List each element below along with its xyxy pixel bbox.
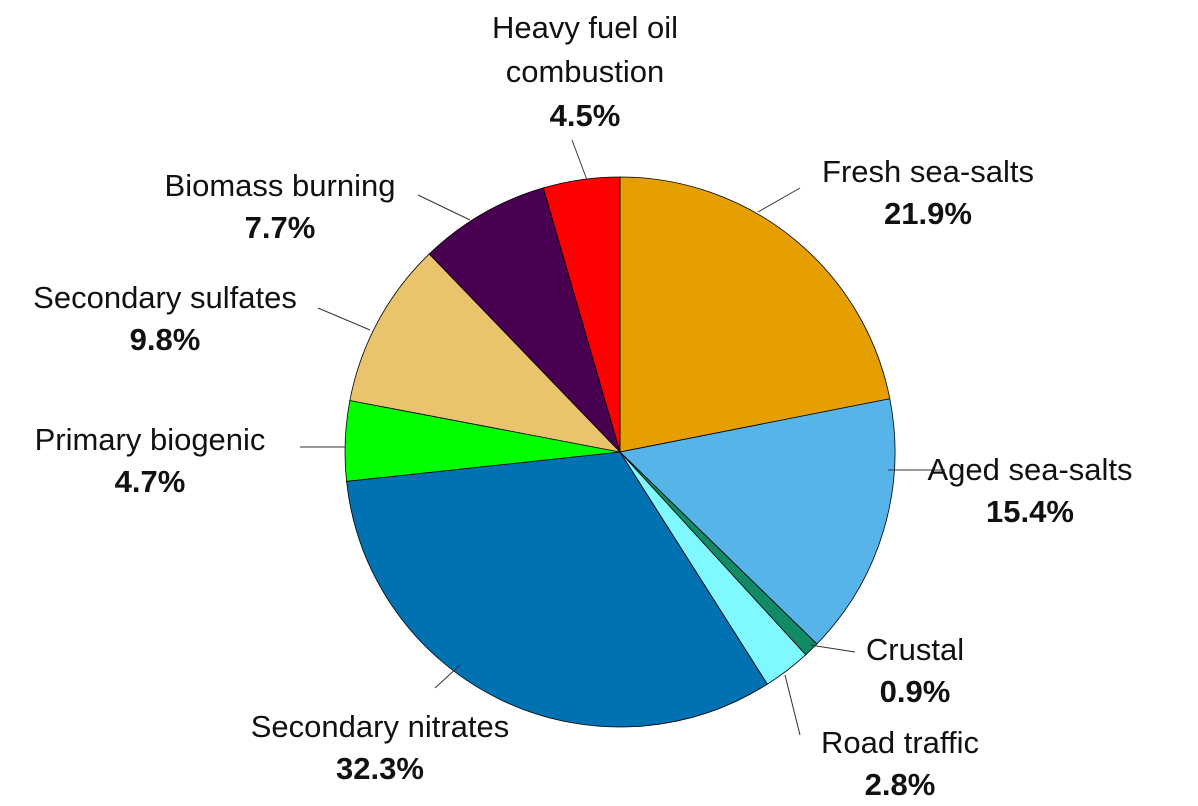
leader-line [809,644,856,653]
value-label: 21.9% [884,196,972,231]
value-label: 4.5% [549,98,621,133]
category-label: Crustal [865,632,965,667]
slice-label: Aged sea-salts 15.4% [927,449,1132,533]
leader-line [434,664,461,689]
slice-label: Biomass burning 7.7% [165,165,396,249]
value-label: 4.7% [114,464,186,499]
category-label: Biomass burning [164,168,396,203]
leader-line [417,194,471,221]
value-label: 0.9% [879,674,951,709]
slice-label: Fresh sea-salts 21.9% [822,151,1034,235]
pie-slice [542,176,621,453]
pie-slice [349,253,622,453]
slice-label: Primary biogenic 4.7% [35,419,266,503]
slice-label: Heavy fuel oil combustion 4.5% [465,6,705,138]
leader-line [757,187,801,213]
category-label: Secondary sulfates [33,280,297,315]
value-label: 15.4% [986,494,1074,529]
pie-slice [619,176,891,453]
category-label: Heavy fuel oil combustion [491,10,679,89]
category-label: Fresh sea-salts [822,154,1034,189]
category-label: Secondary nitrates [250,709,510,744]
value-label: 2.8% [864,767,936,802]
value-label: 9.8% [129,322,201,357]
slice-label: Secondary sulfates 9.8% [33,277,297,361]
category-label: Road traffic [821,725,979,760]
leader-line [571,139,588,181]
slice-label: Road traffic 2.8% [821,722,979,806]
slice-label: Crustal 0.9% [866,629,964,713]
category-label: Aged sea-salts [927,452,1133,487]
leader-line [317,307,371,331]
slice-label: Secondary nitrates 32.3% [251,706,509,790]
value-label: 32.3% [336,751,424,786]
pie-slice [428,187,621,453]
pie-slice [346,451,768,728]
value-label: 7.7% [244,210,316,245]
pie-slice [619,398,896,645]
category-label: Primary biogenic [34,422,266,457]
leader-line [784,674,801,736]
